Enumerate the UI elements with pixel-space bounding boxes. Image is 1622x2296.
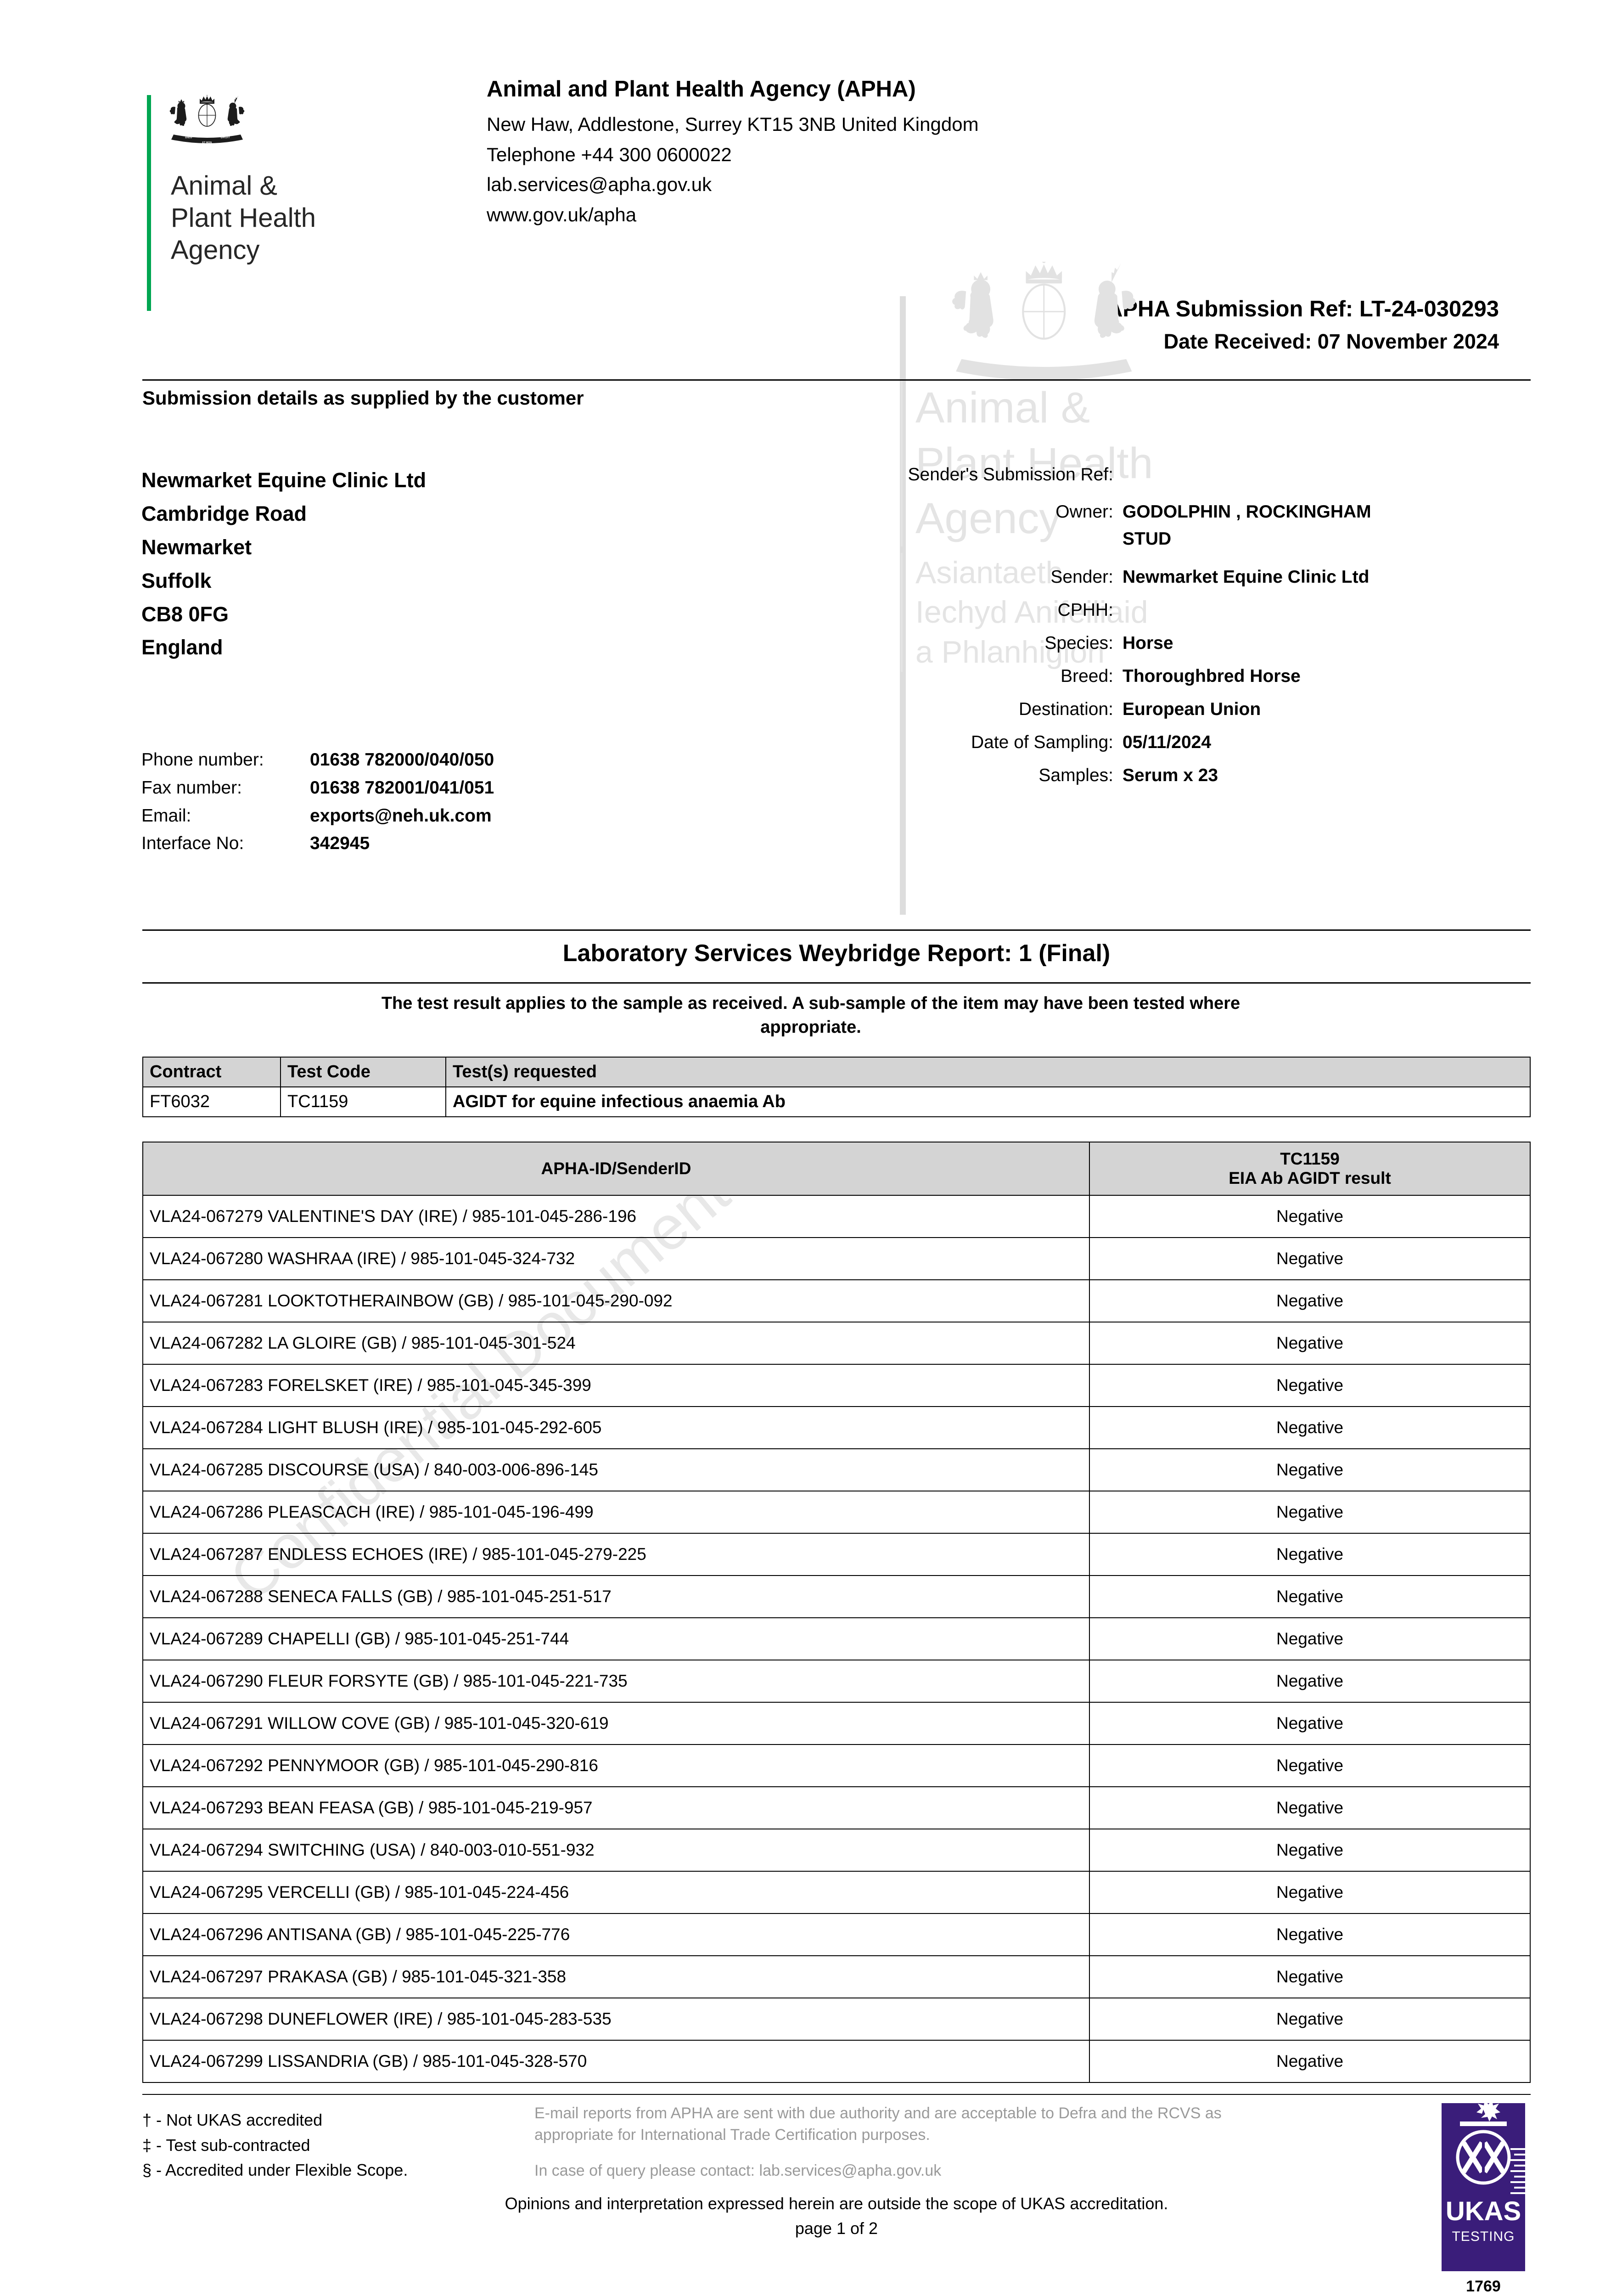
- svg-text:TESTING: TESTING: [1452, 2229, 1515, 2244]
- svg-text:ET MON: ET MON: [202, 141, 212, 144]
- svg-text:DIEU: DIEU: [185, 136, 192, 139]
- svg-text:DROIT: DROIT: [221, 136, 230, 139]
- svg-text:UKAS: UKAS: [1446, 2196, 1521, 2226]
